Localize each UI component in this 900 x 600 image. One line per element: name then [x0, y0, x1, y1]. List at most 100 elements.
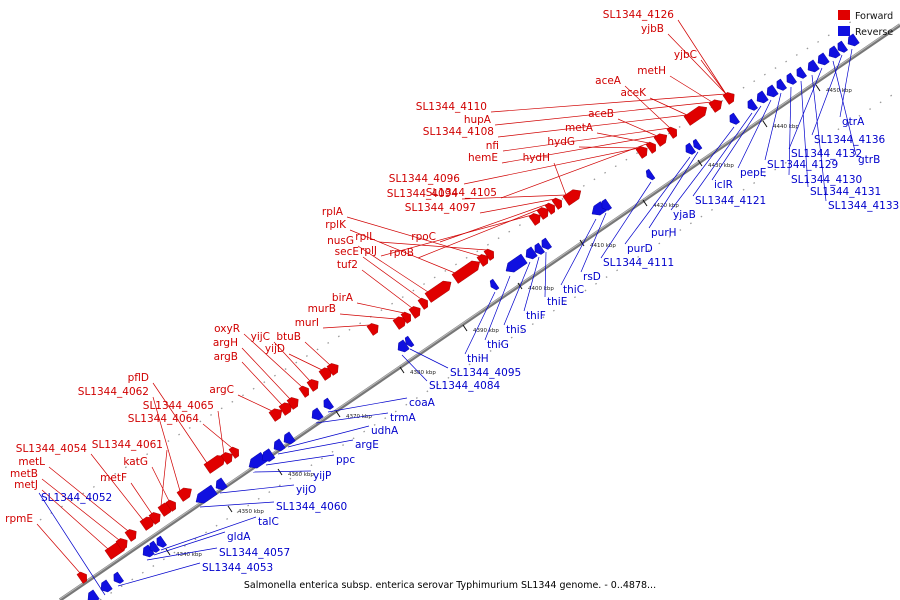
leader-line: [38, 492, 106, 596]
leader-line: [811, 54, 843, 136]
forward-gene-arrow-7: [165, 499, 176, 512]
forward-gene-arrow-28: [528, 213, 541, 226]
gene-label-rplj: rplJ: [360, 245, 377, 257]
leader-line: [580, 212, 607, 273]
gene-label-sece: secE: [335, 246, 359, 258]
leader-line: [788, 86, 792, 176]
tick-mark: [697, 159, 703, 167]
leader-line: [151, 466, 170, 502]
gene-label-sl1344-4060: SL1344_4060: [276, 501, 347, 513]
gene-label-argh: argH: [213, 337, 238, 349]
gene-label-pepe: pepE: [740, 167, 766, 179]
reverse-gene-arrow-6: [195, 484, 218, 504]
leader-line: [596, 132, 650, 144]
leader-line: [624, 85, 671, 129]
leader-line: [463, 147, 640, 185]
reverse-gene-arrow-18: [525, 246, 538, 260]
gene-label-argb: argB: [214, 351, 238, 363]
gene-label-metj: metJ: [14, 479, 38, 491]
leader-line: [241, 361, 283, 406]
gene-label-rpll: rplL: [355, 231, 375, 243]
tick-mark: [642, 199, 648, 207]
forward-gene-arrow-29: [536, 207, 549, 220]
tick-label: 4400 kbp: [528, 286, 554, 292]
gene-label-rpla: rplA: [322, 206, 344, 218]
leader-line: [146, 547, 218, 561]
reverse-gene-arrow-29: [766, 84, 779, 98]
leader-line: [737, 99, 772, 169]
gene-label-thif: thiF: [526, 310, 546, 322]
gene-label-meta: metA: [565, 122, 594, 134]
reverse-gene-arrow-13: [323, 397, 334, 410]
leader-line: [503, 261, 531, 326]
reverse-gene-arrow-19: [534, 242, 545, 255]
tick-mark: [579, 239, 585, 247]
gene-label-sl1344-4105: SL1344_4105: [426, 187, 497, 199]
gene-label-yjab: yjaB: [673, 209, 696, 221]
leader-line: [237, 394, 273, 412]
leader-line: [160, 449, 168, 507]
gene-label-yijd: yijD: [265, 343, 285, 355]
gene-label-sl1344-4130: SL1344_4130: [791, 174, 862, 186]
gene-label-udha: udhA: [371, 425, 399, 437]
leader-line: [361, 269, 413, 309]
gene-label-glda: gldA: [227, 531, 251, 543]
reverse-gene-arrow-32: [796, 66, 807, 79]
gene-label-rpoc: rpoC: [411, 231, 436, 243]
leader-line: [287, 425, 370, 448]
leader-line: [544, 251, 547, 298]
reverse-gene-arrow-34: [817, 52, 830, 66]
legend-reverse-swatch: [838, 26, 850, 36]
leader-line: [417, 208, 541, 259]
leader-line: [202, 423, 233, 449]
gene-label-thig: thiG: [487, 339, 509, 351]
leader-line: [667, 33, 727, 95]
leader-line: [479, 198, 556, 214]
leader-line: [153, 531, 226, 556]
leader-line: [380, 214, 533, 257]
reverse-gene-arrow-22: [601, 198, 612, 211]
genome-backbone-highlight: [59, 23, 900, 600]
forward-gene-arrow-3: [124, 529, 137, 542]
gene-label-sl1344-4111: SL1344_4111: [603, 257, 674, 269]
reverse-gene-arrow-15: [404, 335, 415, 348]
forward-gene-arrow-10: [220, 452, 233, 465]
leader-line: [677, 19, 727, 95]
reverse-gene-arrow-23: [645, 168, 656, 181]
leader-line: [497, 114, 688, 138]
tick-mark: [815, 84, 821, 92]
forward-gene-arrow-32: [562, 189, 582, 206]
legend: Forward Reverse: [838, 10, 893, 38]
forward-gene-arrow-36: [666, 126, 677, 139]
leader-line: [560, 218, 597, 286]
gene-label-sl1344-4064: SL1344_4064: [128, 413, 200, 425]
gene-label-sl1344-4126: SL1344_4126: [603, 9, 675, 21]
reverse-gene-arrow-4: [149, 540, 160, 553]
legend-reverse-label: Reverse: [855, 27, 893, 38]
leader-line: [273, 341, 311, 382]
leader-line: [41, 478, 120, 541]
gene-label-ppc: ppc: [336, 454, 355, 466]
gene-label-purd: purD: [627, 243, 653, 255]
leader-line: [160, 516, 257, 551]
tick-mark: [399, 366, 405, 374]
gene-label-heme: hemE: [468, 152, 498, 164]
gene-label-sl1344-4129: SL1344_4129: [767, 159, 838, 171]
leader-line: [700, 59, 727, 95]
gene-label-sl1344-4096: SL1344_4096: [389, 173, 461, 185]
reverse-gene-arrow-24: [685, 142, 696, 155]
leader-lines: [36, 19, 857, 596]
genome-caption: Salmonella enterica subsp. enterica sero…: [244, 580, 656, 591]
reverse-gene-arrow-10: [273, 438, 286, 452]
leader-line: [670, 126, 735, 211]
forward-guide-track: [39, 9, 871, 521]
leader-line: [243, 333, 303, 388]
gene-label-sl1344-4065: SL1344_4065: [143, 400, 214, 412]
leader-line: [490, 93, 727, 113]
forward-gene-arrow-35: [653, 133, 668, 147]
gene-label-sl1344-4052: SL1344_4052: [41, 492, 112, 504]
leader-line: [788, 67, 823, 150]
forward-gene-arrow-37: [683, 106, 708, 126]
leader-line: [199, 501, 275, 508]
